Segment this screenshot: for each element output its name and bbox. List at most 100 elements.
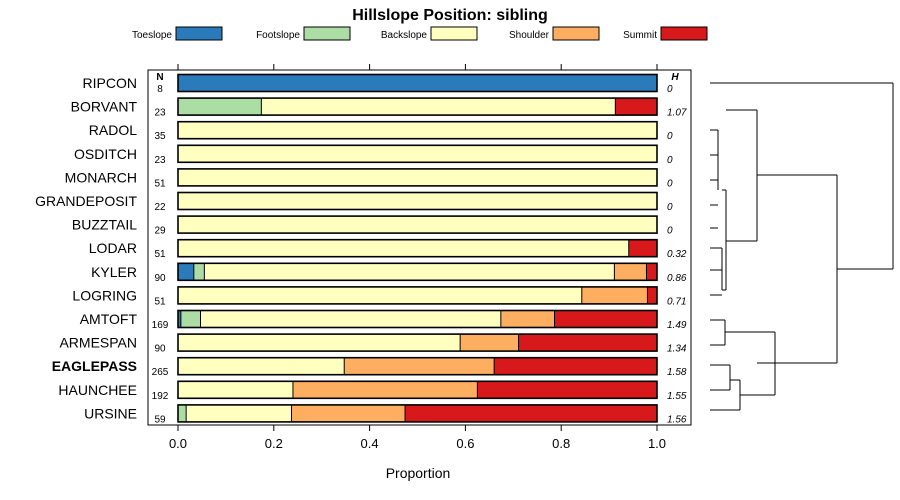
x-tick-label: 0.6 — [456, 436, 474, 451]
bar-borvant-backslope — [261, 98, 616, 116]
bar-outline-eaglepass — [177, 356, 658, 376]
h-label-osditch: 0 — [667, 155, 673, 166]
category-label-kyler: KYLER — [91, 264, 137, 280]
bar-monarch-backslope — [178, 168, 657, 186]
bar-outline-osditch — [177, 144, 658, 164]
x-tick-label: 0.2 — [265, 436, 283, 451]
bar-outline-grandeposit — [177, 191, 658, 211]
bar-outline-armespan — [177, 333, 658, 352]
n-label-lodar: 51 — [154, 249, 166, 260]
bar-eaglepass-backslope — [178, 357, 345, 375]
bar-kyler-summit — [646, 263, 657, 281]
h-label-borvant: 1.07 — [667, 108, 687, 119]
legend-label-summit: Summit — [623, 30, 657, 41]
h-label-buzztail: 0 — [667, 226, 673, 237]
category-label-lodar: LODAR — [89, 240, 137, 256]
chart-title: Hillslope Position: sibling — [352, 7, 548, 24]
legend-label-toeslope: Toeslope — [132, 30, 172, 41]
n-label-ripcon: 8 — [157, 84, 163, 95]
n-label-radol: 35 — [154, 131, 166, 142]
n-label-ursine: 59 — [154, 414, 166, 425]
category-label-logring: LOGRING — [72, 287, 137, 303]
category-label-grandeposit: GRANDEPOSIT — [35, 193, 137, 209]
legend-label-shoulder: Shoulder — [509, 30, 550, 41]
n-label-kyler: 90 — [154, 273, 166, 284]
h-label-ursine: 1.56 — [667, 414, 687, 425]
x-tick-label: 0.4 — [361, 436, 379, 451]
bar-outline-radol — [177, 120, 658, 140]
bar-osditch-backslope — [178, 145, 657, 163]
n-column-header: N — [156, 72, 163, 83]
category-label-ripcon: RIPCON — [83, 75, 137, 91]
bar-ursine-summit — [405, 404, 657, 422]
bar-outline-amtoft — [177, 309, 658, 329]
category-label-eaglepass: EAGLEPASS — [52, 358, 137, 374]
bar-kyler-footslope — [193, 263, 205, 281]
dendrogram — [710, 82, 894, 411]
bar-lodar-summit — [628, 239, 657, 257]
h-label-ripcon: 0 — [667, 84, 673, 95]
h-label-logring: 0.71 — [667, 296, 686, 307]
category-label-radol: RADOL — [89, 122, 137, 138]
bar-armespan-shoulder — [460, 334, 519, 352]
bar-outline-borvant — [177, 97, 658, 116]
n-label-armespan: 90 — [154, 344, 166, 355]
legend: Toeslope Footslope Backslope Shoulder Summit — [132, 26, 708, 41]
n-label-logring: 51 — [154, 296, 166, 307]
bar-haunchee-shoulder — [292, 381, 478, 399]
category-label-buzztail: BUZZTAIL — [72, 217, 137, 233]
bar-armespan-summit — [518, 334, 657, 352]
bar-logring-backslope — [178, 286, 582, 304]
legend-swatch-footslope — [303, 26, 351, 41]
bar-ursine-backslope — [186, 404, 292, 422]
bar-outline-ripcon — [177, 73, 658, 93]
legend-swatch-summit — [660, 26, 708, 41]
category-label-monarch: MONARCH — [65, 169, 137, 185]
bar-outline-kyler — [177, 262, 658, 282]
bar-amtoft-footslope — [180, 310, 201, 328]
n-label-buzztail: 29 — [154, 226, 166, 237]
n-label-borvant: 23 — [154, 108, 166, 119]
bar-ripcon-toeslope — [178, 74, 657, 92]
legend-label-footslope: Footslope — [256, 30, 300, 41]
bar-armespan-backslope — [178, 334, 461, 352]
bar-haunchee-summit — [477, 381, 657, 399]
h-label-eaglepass: 1.58 — [667, 367, 687, 378]
bar-grandeposit-backslope — [178, 192, 657, 210]
bar-eaglepass-shoulder — [344, 357, 495, 375]
legend-swatch-backslope — [430, 26, 478, 41]
bar-borvant-summit — [615, 98, 657, 116]
bar-logring-summit — [647, 286, 657, 304]
bar-amtoft-backslope — [200, 310, 501, 328]
category-label-armespan: ARMESPAN — [59, 335, 137, 351]
bar-logring-shoulder — [581, 286, 648, 304]
bar-ursine-footslope — [178, 404, 187, 422]
h-column-header: H — [671, 72, 679, 83]
h-label-amtoft: 1.49 — [667, 320, 687, 331]
bar-radol-backslope — [178, 121, 657, 139]
x-tick-label: 0.8 — [552, 436, 570, 451]
legend-swatch-toeslope — [175, 26, 223, 41]
h-label-grandeposit: 0 — [667, 202, 673, 213]
category-label-borvant: BORVANT — [71, 99, 138, 115]
plot-frame — [147, 69, 692, 426]
h-label-lodar: 0.32 — [667, 249, 687, 260]
bar-lodar-backslope — [178, 239, 629, 257]
bar-outline-monarch — [177, 168, 658, 187]
bar-outline-buzztail — [177, 215, 658, 234]
bar-buzztail-backslope — [178, 216, 657, 234]
bar-amtoft-shoulder — [500, 310, 555, 328]
n-label-haunchee: 192 — [152, 391, 169, 402]
h-label-kyler: 0.86 — [667, 273, 687, 284]
category-label-osditch: OSDITCH — [74, 146, 137, 162]
category-label-amtoft: AMTOFT — [80, 311, 138, 327]
bar-eaglepass-summit — [494, 357, 657, 375]
bar-borvant-footslope — [178, 98, 262, 116]
bar-kyler-shoulder — [614, 263, 647, 281]
n-label-amtoft: 169 — [152, 320, 169, 331]
n-label-osditch: 23 — [154, 155, 166, 166]
x-axis-title: Proportion — [386, 465, 451, 481]
h-label-monarch: 0 — [667, 178, 673, 189]
bar-kyler-backslope — [204, 263, 615, 281]
